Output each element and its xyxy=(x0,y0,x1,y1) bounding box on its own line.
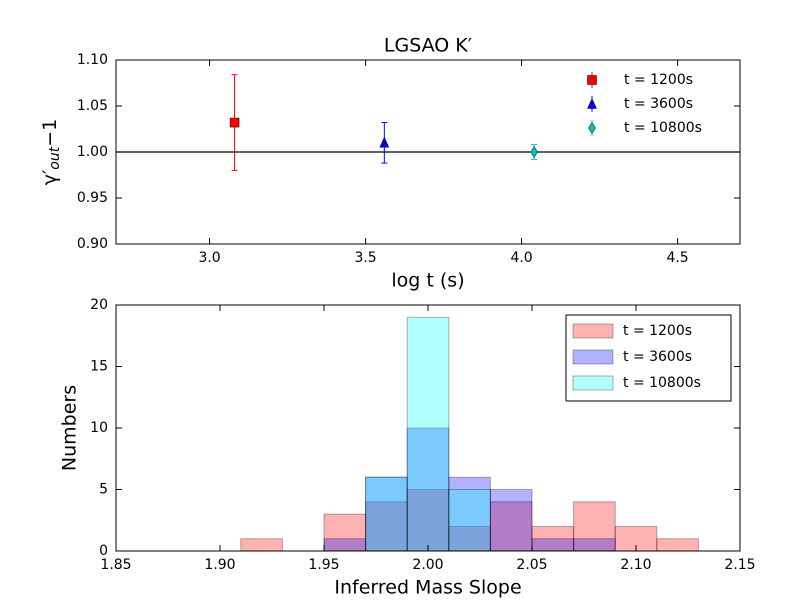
hist-bar xyxy=(240,538,283,552)
x-tick-label: 1.90 xyxy=(204,557,235,573)
hist-bar xyxy=(406,316,450,552)
y-label-symbol: γ′ xyxy=(39,170,61,186)
hist-bar xyxy=(531,538,575,552)
hist-bar xyxy=(406,489,450,552)
hist-bar xyxy=(448,489,491,552)
hist-bar xyxy=(656,538,699,552)
y-tick-label: 0 xyxy=(99,543,108,559)
hist-bar xyxy=(448,476,491,552)
hist-bar xyxy=(573,538,616,552)
hist-bar xyxy=(531,525,575,552)
x-tick-label: 1.95 xyxy=(308,557,339,573)
hist-bar xyxy=(489,489,533,552)
hist-bar xyxy=(365,476,408,552)
x-tick-label: 2.10 xyxy=(620,557,651,573)
y-label-suffix: −1 xyxy=(39,119,61,147)
hist-bar xyxy=(489,501,533,552)
y-axis-label: Numbers xyxy=(59,385,81,471)
legend-label: t = 10800s xyxy=(623,375,701,391)
x-tick-label: 1.85 xyxy=(100,557,131,573)
hist-bar xyxy=(448,525,491,552)
legend-swatch xyxy=(572,323,614,339)
hist-bar xyxy=(323,513,367,552)
legend-swatch xyxy=(572,349,614,365)
data-point xyxy=(530,146,538,158)
y-tick-label: 1.10 xyxy=(77,52,108,68)
x-tick-label: 2.15 xyxy=(724,557,755,573)
legend-label: t = 1200s xyxy=(624,72,693,88)
chart-title: LGSAO K′ xyxy=(384,35,472,57)
data-point xyxy=(229,117,240,128)
hist-bar xyxy=(365,501,408,552)
x-tick-label: 2.00 xyxy=(412,557,443,573)
data-point xyxy=(379,136,390,148)
x-tick-label: 3.5 xyxy=(354,250,376,266)
y-tick-label: 0.90 xyxy=(77,236,108,252)
y-tick-label: 1.00 xyxy=(77,144,108,160)
y-tick-label: 20 xyxy=(90,297,108,313)
hist-bar xyxy=(406,427,450,552)
legend-marker xyxy=(587,75,597,85)
legend-label: t = 3600s xyxy=(624,96,693,112)
x-axis-label: Inferred Mass Slope xyxy=(334,577,521,599)
hist-bar xyxy=(323,538,367,552)
x-axis-label: log t (s) xyxy=(391,270,464,292)
y-axis-label: γ′out−1 xyxy=(39,119,64,186)
y-tick-label: 10 xyxy=(90,420,108,436)
hist-bar xyxy=(365,476,408,552)
legend-label: t = 3600s xyxy=(623,349,692,365)
legend-label: t = 1200s xyxy=(623,323,692,339)
x-tick-label: 4.0 xyxy=(510,250,532,266)
y-tick-label: 0.95 xyxy=(77,190,108,206)
hist-bar xyxy=(573,501,616,552)
x-tick-label: 4.5 xyxy=(666,250,688,266)
y-label-subscript: out xyxy=(47,146,63,169)
y-tick-label: 5 xyxy=(99,482,108,498)
legend-label: t = 10800s xyxy=(624,120,702,136)
legend-box xyxy=(565,314,732,402)
legend-marker xyxy=(587,97,597,109)
y-tick-label: 15 xyxy=(90,359,108,375)
x-tick-label: 2.05 xyxy=(516,557,547,573)
legend-swatch xyxy=(572,375,614,391)
x-tick-label: 3.0 xyxy=(198,250,220,266)
y-tick-label: 1.05 xyxy=(77,98,108,114)
legend-marker xyxy=(588,122,596,134)
